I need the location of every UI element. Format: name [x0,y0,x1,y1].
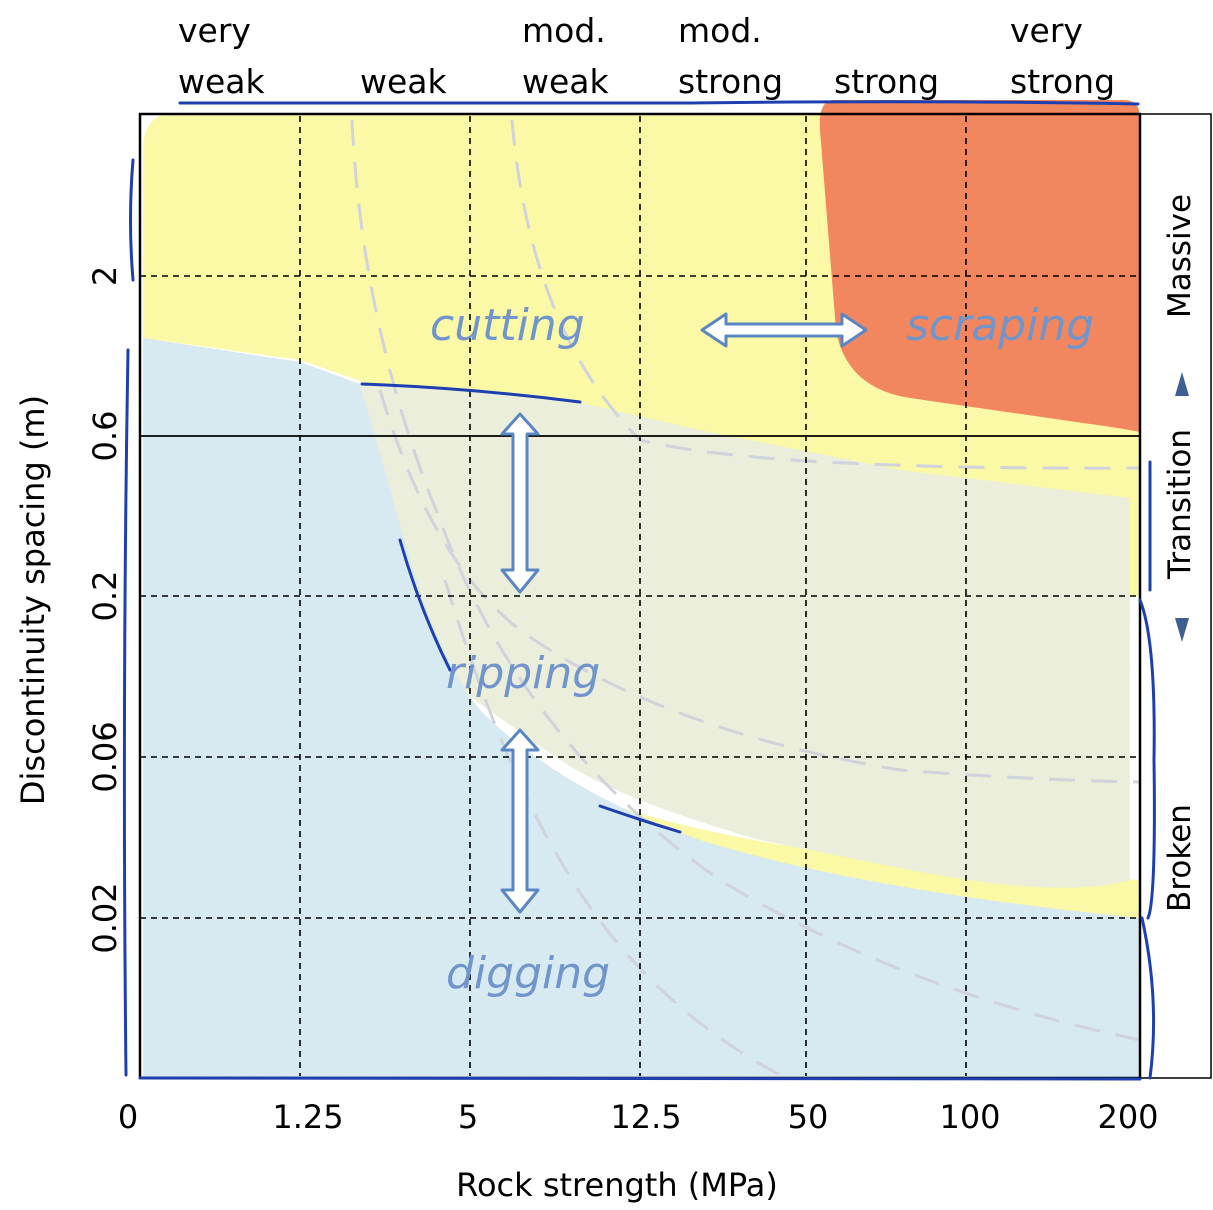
class-mod-strong-line2: strong [678,62,783,101]
region-ripping: ripping [446,648,600,699]
boundary-curve-3 [378,389,1141,784]
region-labels: cutting scraping ripping digging [430,300,1094,999]
transition-arrow-up [1175,372,1189,396]
pen-bottom-edge [138,1076,1142,1081]
x-axis-title: Rock strength (MPa) [456,1166,778,1204]
pen-right-broken [1138,598,1156,920]
x-tick-12.5: 12.5 [610,1098,681,1136]
rock-mass-panel [1139,113,1212,1079]
arrow-cutting-scraping [700,312,868,348]
ripping-zone [360,384,1130,888]
class-mod-weak-line2: weak [522,62,610,101]
label-massive: Massive [1162,194,1198,318]
y-tick-0.06: 0.06 [86,721,124,792]
scraping-zone [819,100,1140,432]
x-tick-200: 200 [1097,1098,1158,1136]
class-very-weak-line1: very [178,11,251,50]
y-tick-0.02: 0.02 [86,882,124,953]
digging-zone [143,338,1140,1078]
y-tick-labels: 2 0.6 0.2 0.06 0.02 [86,266,124,954]
pen-top-underline [178,100,1140,106]
region-scraping: scraping [906,300,1094,351]
transition-arrow-down [1175,618,1189,642]
zones [143,100,1140,1078]
boundary-curve-4 [443,579,781,1077]
pen-ripping-left [398,538,452,672]
x-tick-100: 100 [939,1098,1000,1136]
pen-left-edge-lower [122,348,130,1077]
y-tick-0.2: 0.2 [86,571,124,622]
class-mod-weak-line1: mod. [522,11,606,50]
region-cutting: cutting [430,300,585,351]
x-tick-5: 5 [458,1098,478,1136]
pen-annotations [122,100,1156,1081]
y-axis-title: Discontinuity spacing (m) [14,395,52,805]
label-transition: Transition [1162,429,1198,580]
pen-ripping-bottom [598,804,682,834]
pen-right-bottom [1140,916,1156,1080]
region-digging: digging [446,948,610,999]
x-tick-0: 0 [118,1098,138,1136]
x-tick-labels: 0 1.25 5 12.5 50 100 200 [118,1098,1159,1136]
boundary-curve-2 [510,119,1141,470]
y-tick-0.6: 0.6 [86,411,124,462]
label-broken: Broken [1162,804,1198,912]
grid [140,116,1140,1076]
strength-class-labels: very weak weak mod. weak mod. strong str… [178,11,1115,101]
class-very-strong-line2: strong [1010,62,1115,101]
pen-ripping-top [360,382,582,404]
boundary-curve-1 [350,119,1141,1042]
boundary-curves [350,119,1141,1077]
arrow-cutting-ripping [500,412,540,594]
y-tick-2: 2 [86,266,124,286]
class-strong: strong [834,62,939,101]
x-tick-1.25: 1.25 [272,1098,343,1136]
class-mod-strong-line1: mod. [678,11,762,50]
rock-mass-labels: Massive Transition Broken [1162,194,1198,912]
class-very-weak-line2: weak [178,62,266,101]
pen-left-edge [129,158,135,282]
class-very-strong-line1: very [1010,11,1083,50]
x-tick-50: 50 [788,1098,829,1136]
class-weak: weak [360,62,448,101]
arrows [500,312,868,914]
arrow-ripping-digging [500,728,540,914]
